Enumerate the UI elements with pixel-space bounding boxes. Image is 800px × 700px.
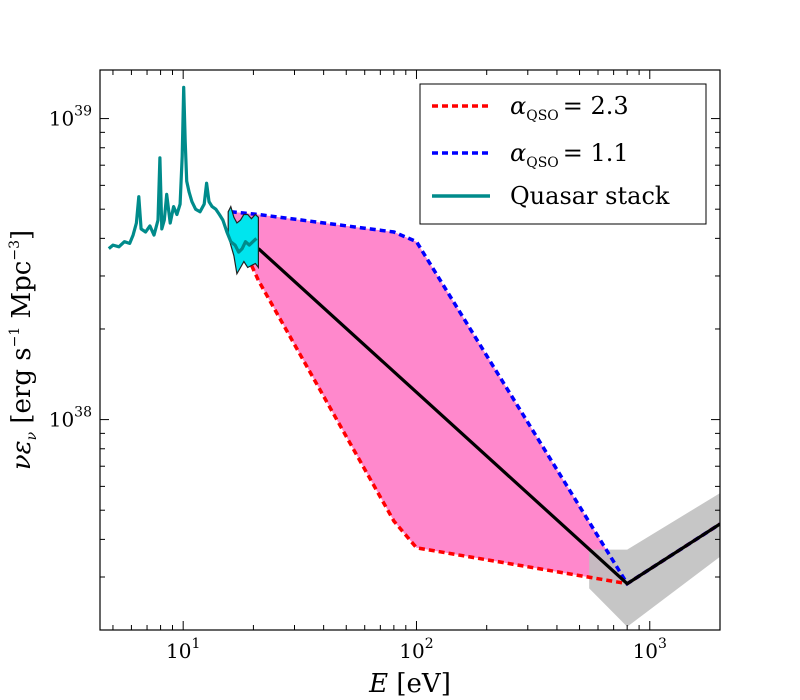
legend-label-alpha-2-3: αQSO = 2.3	[510, 92, 629, 124]
x-tick-labels: 101 102 103	[166, 636, 667, 663]
x-axis-label: E [eV]	[368, 669, 451, 699]
y-tick-label-1e38: 1038	[49, 405, 92, 432]
quasar-stack-line	[107, 85, 258, 254]
plot-area	[107, 85, 720, 627]
central-model-line	[257, 247, 720, 586]
series-alpha-2-3-line	[229, 219, 720, 586]
x-tick-label-1000: 103	[633, 636, 667, 663]
x-tick-label-10: 101	[166, 636, 200, 663]
plot-frame	[99, 69, 721, 631]
quasar-stack-band	[227, 204, 259, 276]
model-range-fill	[230, 211, 628, 584]
y-tick-labels: 1038 1039	[49, 104, 92, 432]
x-tick-label-100: 102	[399, 636, 433, 663]
high-energy-band	[589, 493, 720, 627]
legend-label-alpha-1-1: αQSO = 1.1	[510, 139, 629, 171]
y-tick-label-1e39: 1039	[49, 104, 92, 131]
series-alpha-1-1-line	[230, 210, 720, 587]
y-axis-label: νεν [erg s−1 Mpc−3]	[7, 230, 40, 470]
legend-label-quasar-stack: Quasar stack	[510, 182, 670, 210]
legend: αQSO = 2.3 αQSO = 1.1 Quasar stack	[419, 83, 707, 225]
